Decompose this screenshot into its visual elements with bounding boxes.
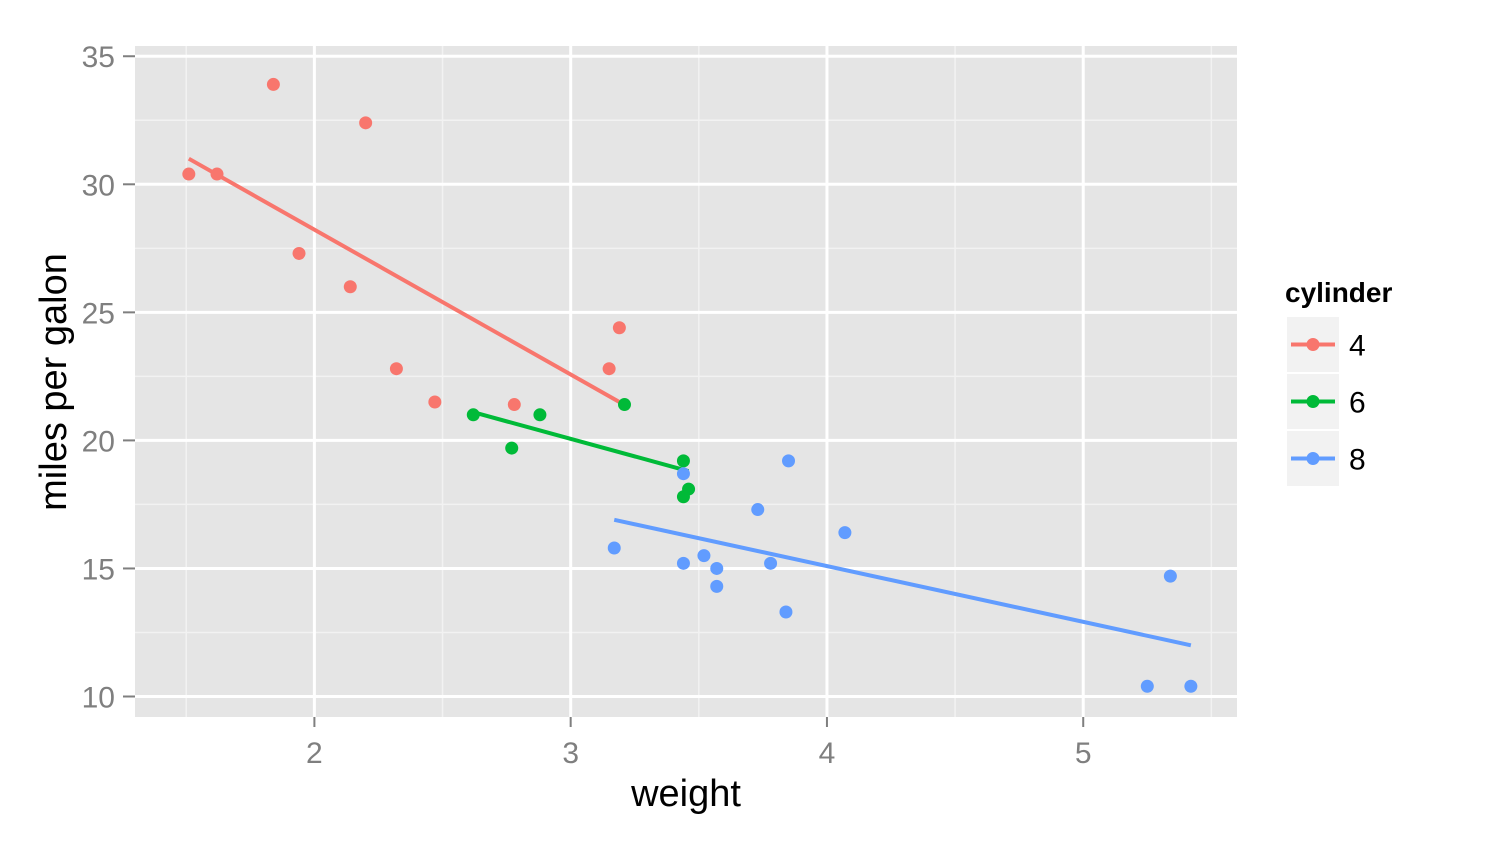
- point-4: [266, 77, 280, 91]
- y-axis-title: miles per galon: [33, 253, 75, 511]
- legend-point-4: [1306, 338, 1320, 351]
- point-6: [533, 408, 547, 422]
- point-4: [210, 167, 224, 181]
- axis-ticks: [123, 55, 1085, 727]
- point-8: [607, 541, 621, 555]
- point-4: [292, 246, 306, 260]
- point-6: [505, 441, 519, 455]
- tick-labels: 2 3 4 5 10 15 20 25 30 35: [82, 41, 1092, 770]
- point-4: [428, 395, 442, 409]
- x-tick-label: 2: [306, 737, 323, 770]
- point-8: [710, 561, 724, 575]
- minor-gridlines: [135, 46, 1237, 717]
- plot-panel: [135, 46, 1237, 717]
- legend-label-8: 8: [1349, 444, 1366, 477]
- point-4: [343, 280, 357, 294]
- legend-label-6: 6: [1349, 387, 1366, 420]
- data-points: [182, 77, 1198, 693]
- point-8: [782, 454, 796, 468]
- point-4: [602, 362, 616, 376]
- y-tick-label: 30: [82, 169, 115, 202]
- x-tick-label: 5: [1075, 737, 1092, 770]
- point-8: [838, 526, 852, 540]
- legend-point-8: [1306, 452, 1320, 465]
- point-8: [779, 605, 793, 619]
- point-8: [1163, 569, 1177, 583]
- point-8: [764, 556, 778, 570]
- point-6: [682, 482, 696, 496]
- point-4: [612, 321, 626, 335]
- point-8: [676, 467, 690, 481]
- point-8: [751, 503, 765, 517]
- point-6: [617, 398, 631, 412]
- x-tick-label: 3: [562, 737, 579, 770]
- y-tick-label: 20: [82, 425, 115, 458]
- fit-lines: [187, 156, 1192, 648]
- legend: cylinder 4 6 8: [1285, 277, 1392, 486]
- legend-point-6: [1306, 395, 1320, 408]
- point-8: [697, 549, 711, 563]
- point-6: [466, 408, 480, 422]
- point-4: [182, 167, 196, 181]
- y-tick-label: 10: [82, 682, 115, 715]
- legend-title: cylinder: [1285, 277, 1392, 308]
- y-tick-label: 25: [82, 297, 115, 330]
- fit-line-8: [613, 517, 1192, 648]
- point-4: [389, 362, 403, 376]
- point-8: [1140, 679, 1154, 693]
- point-6: [676, 454, 690, 468]
- fit-line-6: [472, 410, 690, 474]
- x-tick-label: 4: [819, 737, 836, 770]
- point-8: [676, 556, 690, 570]
- legend-label-4: 4: [1349, 330, 1366, 363]
- point-4: [359, 116, 373, 130]
- point-4: [507, 398, 521, 412]
- major-gridlines: [135, 46, 1237, 717]
- y-tick-label: 35: [82, 41, 115, 74]
- point-8: [1184, 679, 1198, 693]
- y-tick-label: 15: [82, 553, 115, 586]
- x-axis-title: weight: [630, 773, 741, 815]
- point-8: [710, 579, 724, 593]
- fit-line-4: [187, 156, 621, 404]
